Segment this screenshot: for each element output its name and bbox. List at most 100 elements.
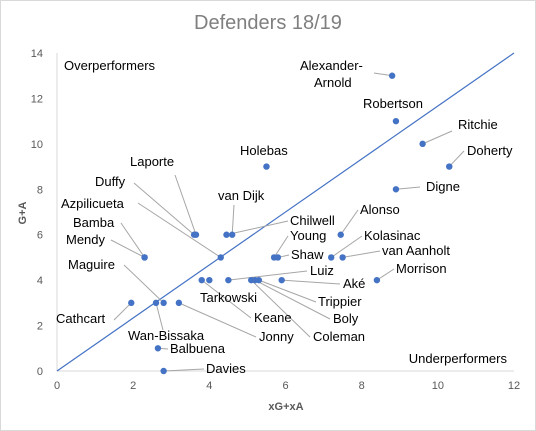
leader-digne — [395, 186, 421, 190]
point-morrison — [373, 276, 381, 284]
label-balbuena: Balbuena — [170, 341, 226, 356]
leader-mendy — [110, 239, 145, 258]
point-ritchie — [419, 140, 426, 148]
leader-luiz — [228, 270, 308, 281]
leader-morrison — [376, 268, 395, 281]
y-tick-label: 6 — [37, 230, 43, 242]
label-davies: Davies — [206, 361, 246, 376]
x-tick-label: 8 — [359, 380, 365, 392]
point-chilwell — [223, 231, 230, 238]
point-maguire — [160, 299, 167, 307]
point-van-aanholt — [339, 254, 346, 261]
label-duffy: Duffy — [95, 174, 126, 189]
leader-doherty — [448, 150, 465, 167]
point-balbuena — [154, 345, 162, 352]
leader-chilwell — [226, 220, 289, 236]
label-holebas: Holebas — [240, 143, 288, 158]
point-digne — [392, 186, 400, 193]
label-shaw: Shaw — [291, 247, 324, 262]
point-alonso — [337, 231, 344, 238]
reference-line-group — [56, 52, 515, 372]
point-doherty — [446, 163, 453, 170]
point-duffy — [190, 231, 198, 238]
label-keane: Keane — [254, 310, 292, 325]
y-tick-label: 10 — [31, 139, 43, 151]
point-robertson — [392, 117, 400, 125]
leader-kolasinac — [330, 235, 363, 258]
label-tarkowski: Tarkowski — [200, 290, 257, 305]
label-trippier: Trippier — [318, 294, 362, 309]
leader-ake — [281, 279, 341, 285]
label-alonso: Alonso — [360, 202, 400, 217]
leader-young — [273, 235, 289, 258]
data-points — [128, 72, 453, 375]
leader-coleman — [250, 279, 311, 338]
label-young: Young — [290, 228, 326, 243]
y-tick-label: 12 — [31, 93, 43, 105]
underperformers-label: Underperformers — [409, 351, 508, 366]
leader-davies — [163, 368, 205, 372]
label-chilwell: Chilwell — [290, 213, 335, 228]
point-cathcart — [128, 299, 135, 307]
reference-line — [56, 52, 515, 372]
point-davies — [160, 367, 167, 375]
label-kolasinac: Kolasinac — [364, 228, 421, 243]
leader-van-dijk — [231, 204, 235, 235]
point-jonny — [175, 299, 183, 307]
label-van-aanholt: van Aanholt — [382, 243, 450, 258]
leader-ritchie — [422, 130, 453, 145]
point-ake — [278, 276, 285, 284]
leader-alonso — [340, 209, 359, 236]
label-digne: Digne — [426, 179, 460, 194]
label-ake: Aké — [343, 276, 365, 291]
point-coleman — [248, 276, 255, 284]
leader-lines — [110, 72, 465, 372]
point-alexander-arnold — [388, 72, 396, 79]
axes: 0 2 4 6 8 10 12 0 2 4 6 8 10 12 14 — [31, 48, 520, 392]
label-cathcart: Cathcart — [56, 311, 106, 326]
y-tick-label: 14 — [31, 48, 43, 60]
point-holebas — [263, 163, 270, 170]
x-tick-label: 10 — [432, 380, 444, 392]
y-axis-title: G+A — [17, 201, 29, 224]
leader-wan-bissaka — [155, 302, 164, 331]
leader-jonny — [178, 302, 257, 338]
chart-title: Defenders 18/19 — [194, 12, 342, 34]
x-tick-label: 0 — [54, 380, 60, 392]
label-mendy: Mendy — [66, 232, 106, 247]
point-luiz — [225, 276, 232, 284]
label-van-dijk: van Dijk — [218, 188, 265, 203]
x-tick-label: 6 — [282, 380, 288, 392]
label-luiz: Luiz — [310, 263, 334, 278]
leader-maguire — [123, 264, 164, 304]
leader-bamba — [120, 222, 146, 258]
point-labels: Alexander- Arnold Robertson Ritchie Doherty H… — [56, 58, 513, 376]
point-keane — [198, 276, 205, 284]
label-line: Arnold — [314, 75, 352, 90]
label-ritchie: Ritchie — [458, 117, 498, 132]
label-bamba: Bamba — [73, 215, 115, 230]
point-shaw — [274, 254, 282, 261]
leader-azpilicueta — [137, 202, 222, 258]
label-doherty: Doherty — [467, 143, 513, 158]
label-boly: Boly — [333, 311, 359, 326]
label-azpilicueta: Azpilicueta — [61, 196, 125, 211]
x-tick-label: 12 — [508, 380, 520, 392]
label-laporte: Laporte — [130, 154, 174, 169]
overperformers-label: Overperformers — [64, 58, 156, 73]
leader-boly — [254, 279, 331, 320]
leader-van-aanholt — [342, 250, 381, 258]
label-robertson: Robertson — [363, 96, 423, 111]
leader-duffy — [133, 182, 195, 236]
label-line: Alexander- — [300, 58, 363, 73]
point-mendy — [141, 254, 148, 261]
x-tick-label: 4 — [206, 380, 212, 392]
leader-trippier — [258, 279, 317, 303]
label-wan-bissaka: Wan-Bissaka — [128, 328, 205, 343]
label-jonny: Jonny — [259, 329, 294, 344]
y-tick-label: 4 — [37, 275, 43, 287]
label-maguire: Maguire — [68, 257, 115, 272]
label-morrison: Morrison — [396, 261, 447, 276]
leader-keane — [201, 279, 252, 319]
